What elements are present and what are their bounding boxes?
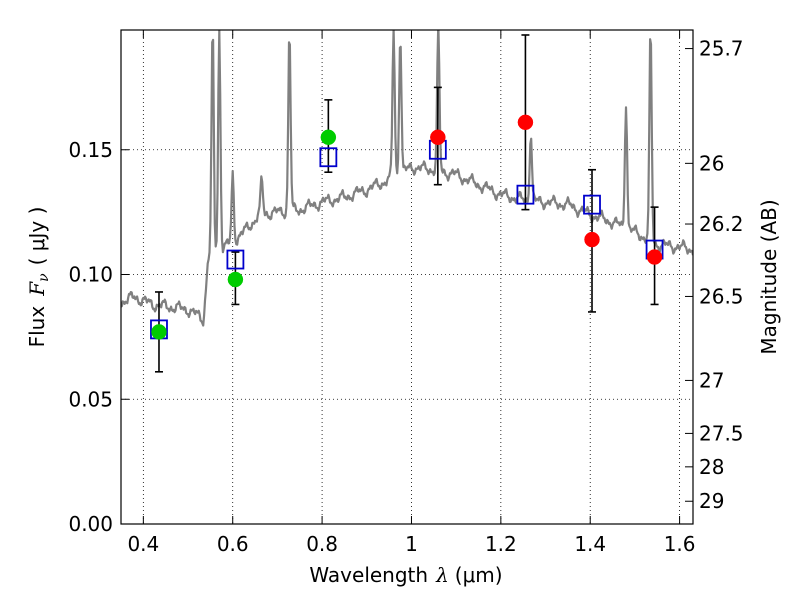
x-tick-label: 1.4 <box>574 532 606 556</box>
green-data-point <box>227 271 244 288</box>
x-tick-label: 0.4 <box>127 532 159 556</box>
model-square-marker <box>319 147 338 168</box>
grid-lines <box>121 30 693 524</box>
x-tick-label: 0.8 <box>306 532 338 556</box>
y-axis-unit: ( μJy ) <box>25 207 49 266</box>
model-square-marker <box>516 184 535 205</box>
plot-background <box>121 30 693 524</box>
observed-points <box>151 114 663 340</box>
y-axis-symbol: F <box>25 281 49 297</box>
model-photometry-squares <box>150 139 664 340</box>
y-tick-label: 0.10 <box>68 263 113 287</box>
x-tick-label: 0.6 <box>217 532 249 556</box>
red-data-point <box>430 129 446 146</box>
green-data-point <box>320 129 337 146</box>
x-axis-label: Wavelength λ (μm) <box>309 563 502 587</box>
red-data-point <box>584 231 600 248</box>
right-tick-label: 28 <box>699 455 724 479</box>
right-tick-label: 25.7 <box>699 37 744 61</box>
model-spectrum <box>121 30 693 327</box>
green-data-point <box>151 324 167 340</box>
axis-ticks: 0.4 0.6 0.8 1 1.2 1.4 1.6 0.00 0.05 0.10 0.15 25.7 2… <box>68 30 744 556</box>
spectrum-line <box>121 30 693 327</box>
right-tick-label: 27.5 <box>699 421 744 445</box>
x-tick-label: 1.2 <box>485 532 517 556</box>
y-axis-subscript: ν <box>36 273 52 282</box>
x-tick-label: 1.6 <box>664 532 696 556</box>
y-tick-label: 0.00 <box>68 512 113 536</box>
right-axis-label: Magnitude (AB) <box>757 199 781 354</box>
x-axis-symbol: λ <box>435 563 449 587</box>
x-axis-unit: (μm) <box>455 563 503 587</box>
y-axis-label: Flux Fν ( μJy ) <box>25 207 52 348</box>
plot-frame <box>120 29 694 525</box>
model-square-marker <box>583 194 601 215</box>
right-tick-label: 26.2 <box>699 212 744 236</box>
right-tick-label: 27 <box>699 368 724 392</box>
y-axis-label-text: Flux <box>25 306 49 348</box>
right-tick-label: 26 <box>699 151 724 175</box>
x-axis-label-text: Wavelength <box>309 563 428 587</box>
y-tick-label: 0.05 <box>68 387 113 411</box>
right-tick-label: 26.5 <box>699 284 744 308</box>
y-tick-label: 0.15 <box>68 138 113 162</box>
x-tick-label: 1 <box>405 532 418 556</box>
red-data-point <box>517 114 534 131</box>
model-square-marker <box>226 249 245 270</box>
right-tick-label: 29 <box>699 489 724 513</box>
red-data-point <box>646 249 663 265</box>
